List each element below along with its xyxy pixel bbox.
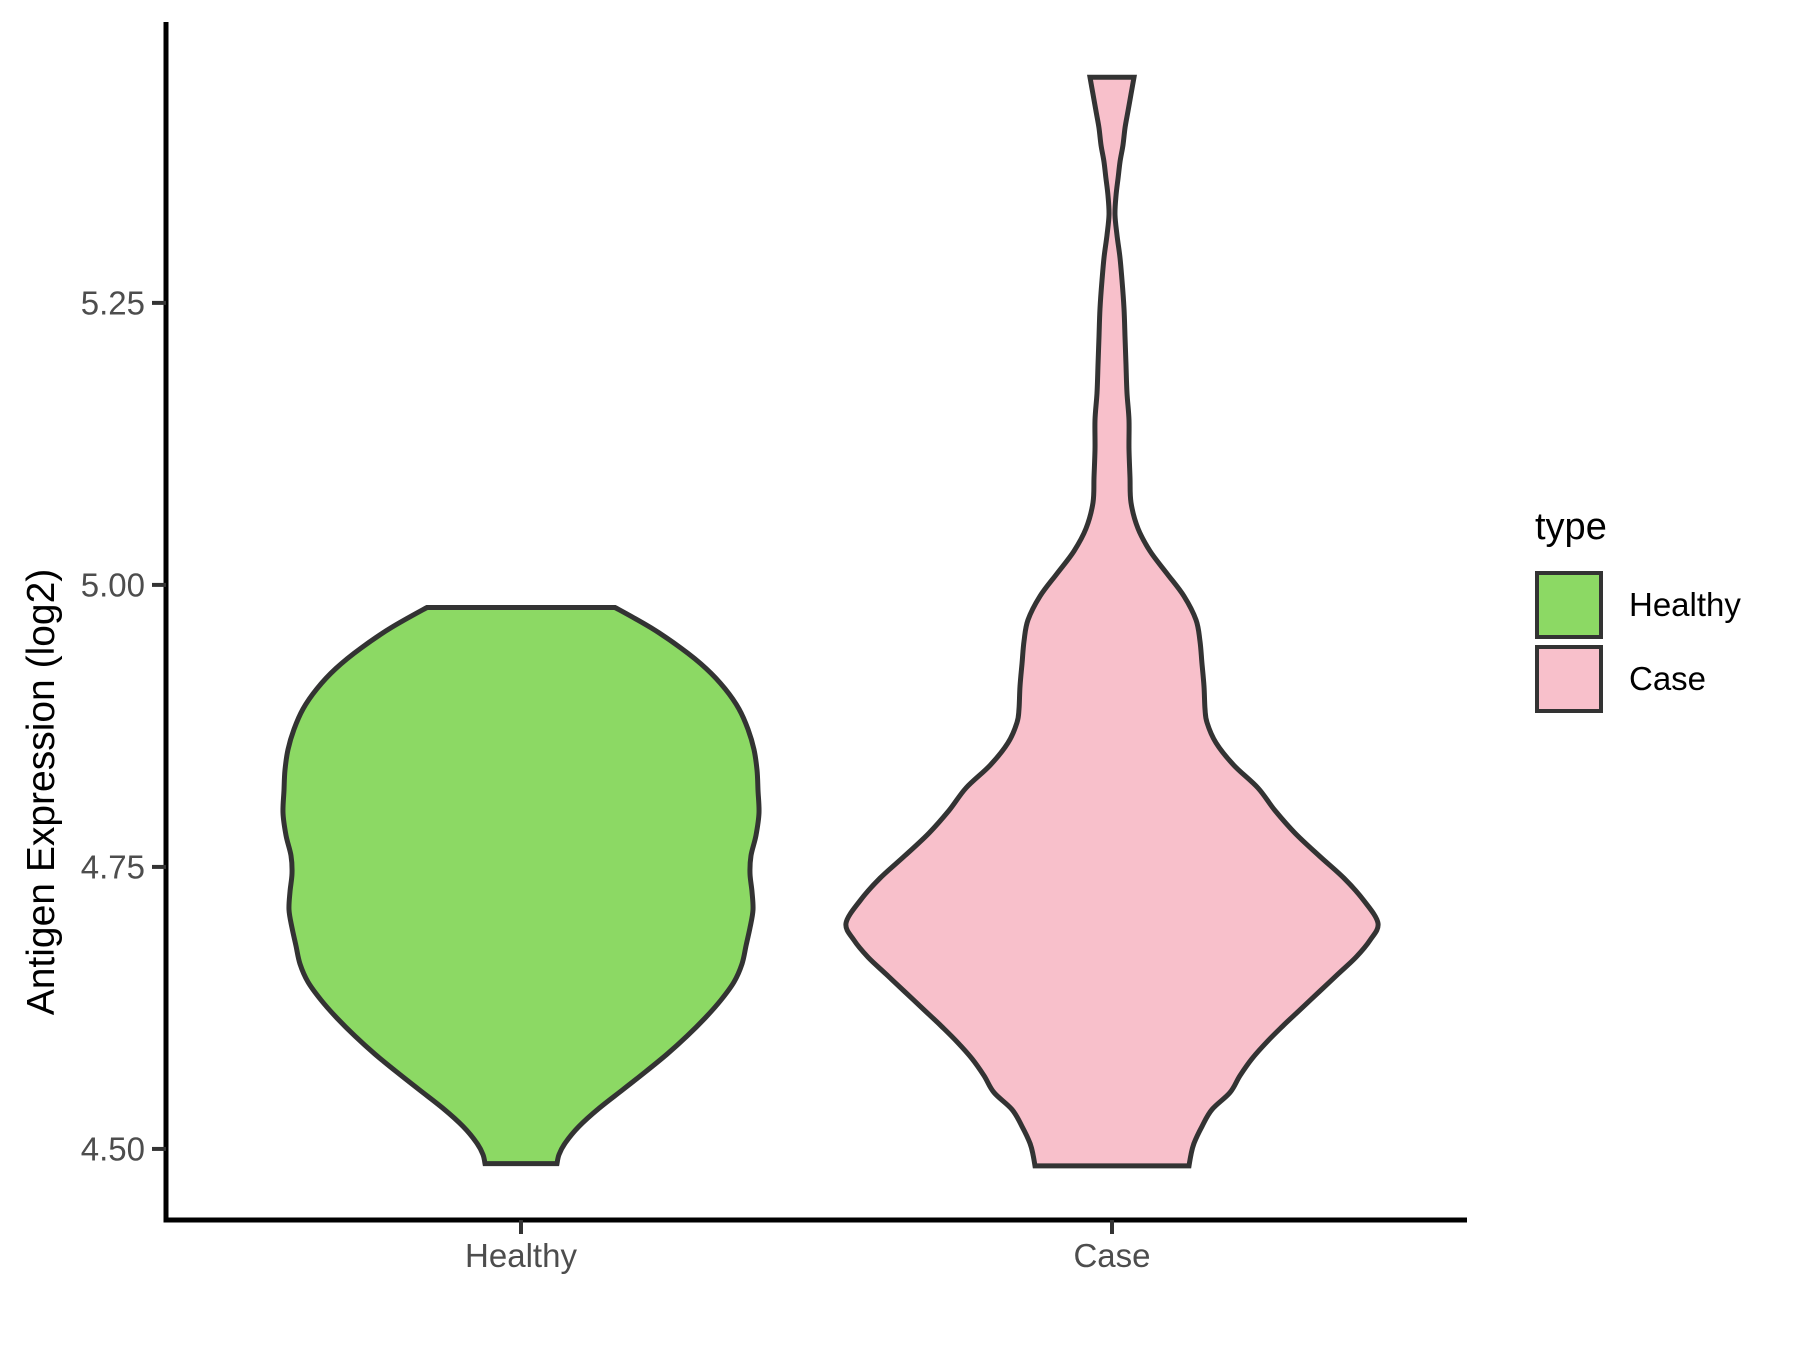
x-tick-label-healthy: Healthy bbox=[465, 1237, 577, 1274]
violin-healthy bbox=[280, 605, 762, 1167]
legend-title: type bbox=[1535, 506, 1607, 548]
y-tick-label-5.25: 5.25 bbox=[81, 284, 145, 321]
y-tick-label-4.50: 4.50 bbox=[81, 1130, 145, 1167]
legend-item-healthy: Healthy bbox=[1535, 571, 1741, 639]
y-tick-label-4.75: 4.75 bbox=[81, 848, 145, 885]
violin-case bbox=[843, 74, 1381, 1169]
legend-label-healthy: Healthy bbox=[1629, 586, 1741, 623]
y-axis-title: Antigen Expression (log2) bbox=[20, 568, 63, 1016]
legend-swatch-healthy-icon bbox=[1535, 571, 1603, 639]
x-tick-label-case: Case bbox=[1073, 1237, 1150, 1274]
legend-label-case: Case bbox=[1629, 660, 1707, 697]
y-tick-label-5.00: 5.00 bbox=[81, 566, 145, 603]
legend-item-case: Case bbox=[1535, 645, 1741, 713]
legend-swatch-case-icon bbox=[1535, 645, 1603, 713]
legend: type Healthy Case bbox=[1535, 506, 1741, 719]
